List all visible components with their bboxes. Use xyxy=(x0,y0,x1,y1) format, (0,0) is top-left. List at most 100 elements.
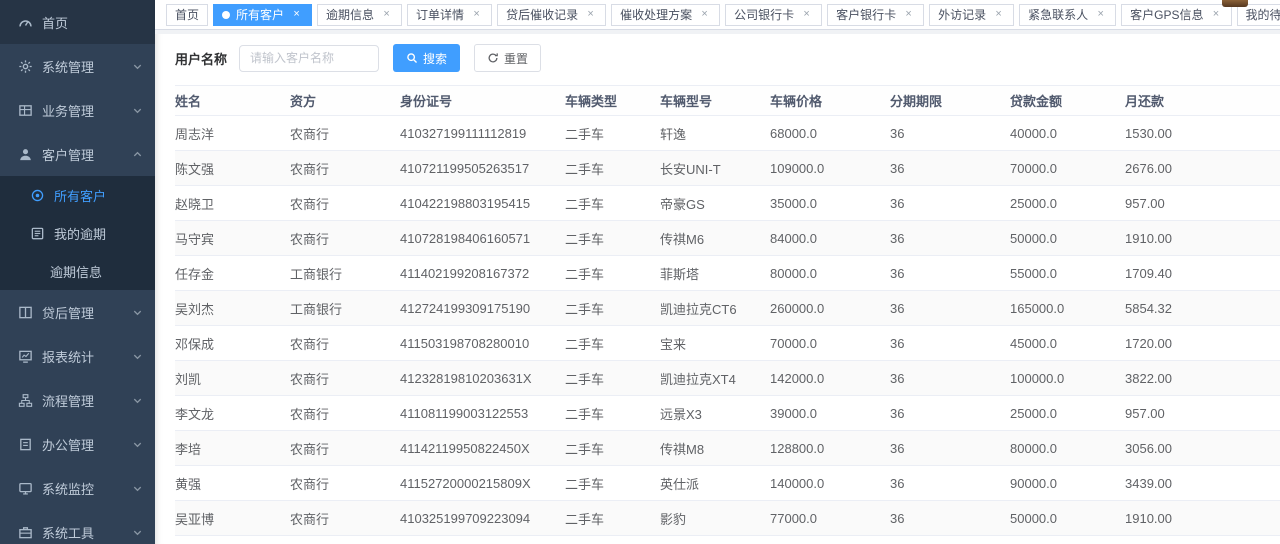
close-icon[interactable]: × xyxy=(587,8,594,20)
table-cell: 刘凯 xyxy=(175,360,290,396)
tab-customer-bank-card[interactable]: 客户银行卡 × xyxy=(827,3,925,26)
close-icon[interactable]: × xyxy=(473,8,480,20)
sidebar-item-customer-mgmt[interactable]: 客户管理 xyxy=(0,132,155,176)
sidebar-item-label: 所有客户 xyxy=(54,188,107,204)
table-cell: 3439.00 xyxy=(1125,465,1245,501)
tab-order-detail[interactable]: 订单详情 × xyxy=(407,3,493,26)
table-cell-actions: 详情 xyxy=(1245,395,1280,431)
close-icon[interactable]: × xyxy=(1097,8,1104,20)
table-cell: 36 xyxy=(890,150,1010,186)
search-input[interactable] xyxy=(239,44,380,72)
close-icon[interactable]: × xyxy=(701,8,708,20)
customer-table: 姓名资方身份证号车辆类型车辆型号车辆价格分期期限贷款金额月还款操作周志洋农商行4… xyxy=(175,85,1280,544)
sidebar-item-home[interactable]: 首页 xyxy=(0,0,155,44)
sidebar-item-process-mgmt[interactable]: 流程管理 xyxy=(0,378,155,422)
table-cell: 410721199505263517 xyxy=(400,150,565,186)
table-cell-actions: 详情 xyxy=(1245,255,1280,291)
close-icon[interactable]: × xyxy=(383,8,390,20)
close-icon[interactable]: × xyxy=(293,8,300,20)
table-cell: 41142119950822450X xyxy=(400,430,565,466)
table-cell: 长安UNI-T xyxy=(660,150,770,186)
table-cell: 1720.00 xyxy=(1125,325,1245,361)
table-cell: 工商银行 xyxy=(290,290,400,326)
table-cell: 工商银行 xyxy=(290,255,400,291)
close-icon[interactable]: × xyxy=(905,8,912,20)
tags-strip xyxy=(155,30,1280,34)
column-header: 车辆价格 xyxy=(770,85,890,116)
column-header: 月还款 xyxy=(1125,85,1245,116)
column-header: 分期期限 xyxy=(890,85,1010,116)
sidebar-item-overdue-info[interactable]: 逾期信息 xyxy=(0,252,155,290)
table-cell: 260000.0 xyxy=(770,290,890,326)
sidebar-item-business-mgmt[interactable]: 业务管理 xyxy=(0,88,155,132)
table-cell: 412724199309175190 xyxy=(400,290,565,326)
table-row: 周志洋 农商行 410327199111112819 二手车 轩逸 68000.0 36 40… xyxy=(175,115,1280,151)
table-cell: 工商银行 xyxy=(290,535,400,544)
sidebar-item-my-overdue[interactable]: 我的逾期 xyxy=(0,214,155,252)
search-label: 用户名称 xyxy=(175,51,228,67)
close-icon[interactable]: × xyxy=(995,8,1002,20)
sidebar-item-label: 系统监控 xyxy=(42,481,95,497)
sidebar-item-system-mgmt[interactable]: 系统管理 xyxy=(0,44,155,88)
table-row: 马守宾 农商行 410728198406160571 二手车 传祺M6 84000.0 36… xyxy=(175,220,1280,256)
column-header: 资方 xyxy=(290,85,400,116)
tab-my-todo[interactable]: 我的待办× xyxy=(1236,3,1280,26)
table-row: 吴亚博 农商行 410325199709223094 二手车 影豹 77000.0 36 50… xyxy=(175,500,1280,536)
sidebar-item-system-tools[interactable]: 系统工具 xyxy=(0,510,155,544)
main-content: 首页 所有客户 × 逾期信息 × 订单详情 × 贷后催收记录 × 催收处理方案 × 公司银行卡 × 客户银… xyxy=(155,0,1280,544)
sidebar-item-loan-mgmt[interactable]: 贷后管理 xyxy=(0,290,155,334)
table-cell: 50000.0 xyxy=(1010,500,1125,536)
office-icon xyxy=(18,437,33,452)
table-cell: 农商行 xyxy=(290,500,400,536)
tab-overdue-info[interactable]: 逾期信息 × xyxy=(317,3,403,26)
search-button[interactable]: 搜索 xyxy=(393,44,461,72)
tab-home[interactable]: 首页 xyxy=(166,3,209,26)
tab-all-customers[interactable]: 所有客户 × xyxy=(213,3,313,26)
table-cell: 35000.0 xyxy=(770,185,890,221)
sidebar-item-system-monitor[interactable]: 系统监控 xyxy=(0,466,155,510)
sidebar-item-office-mgmt[interactable]: 办公管理 xyxy=(0,422,155,466)
chart-icon xyxy=(18,349,33,364)
table-cell: 二手车 xyxy=(565,360,660,396)
table-cell: 70000.0 xyxy=(1010,150,1125,186)
table-cell: 50000.0 xyxy=(1010,220,1125,256)
tab-company-bank-card[interactable]: 公司银行卡 × xyxy=(725,3,823,26)
flow-icon xyxy=(18,393,33,408)
tags-view: 首页 所有客户 × 逾期信息 × 订单详情 × 贷后催收记录 × 催收处理方案 × 公司银行卡 × 客户银… xyxy=(155,0,1280,30)
table-cell-actions: 详情 xyxy=(1245,325,1280,361)
tab-emergency-contacts[interactable]: 紧急联系人 × xyxy=(1019,3,1117,26)
chevron-down-icon xyxy=(132,105,143,116)
close-icon[interactable]: × xyxy=(803,8,810,20)
tab-visit-records[interactable]: 外访记录 × xyxy=(929,3,1015,26)
table-cell-actions: 详情 xyxy=(1245,150,1280,186)
close-icon[interactable]: × xyxy=(1212,8,1220,20)
reset-button[interactable]: 重置 xyxy=(474,44,542,72)
table-cell: 农商行 xyxy=(290,360,400,396)
tab-collection-plan[interactable]: 催收处理方案 × xyxy=(611,3,721,26)
table-row: 赵晓卫 农商行 410422198803195415 二手车 帝豪GS 35000.0 36… xyxy=(175,185,1280,221)
table-cell-actions: 详情 xyxy=(1245,430,1280,466)
customer-table-wrap: 姓名资方身份证号车辆类型车辆型号车辆价格分期期限贷款金额月还款操作周志洋农商行4… xyxy=(175,85,1280,544)
sidebar-item-label: 我的逾期 xyxy=(54,226,107,242)
table-cell: 70000.0 xyxy=(770,325,890,361)
tab-collection-records[interactable]: 贷后催收记录 × xyxy=(497,3,607,26)
table-row: 陈文强 农商行 410721199505263517 二手车 长安UNI-T 109000… xyxy=(175,150,1280,186)
table-cell: 李培 xyxy=(175,430,290,466)
tab-label: 首页 xyxy=(175,8,200,22)
sidebar-item-label: 贷后管理 xyxy=(42,305,95,321)
sidebar-item-all-customers[interactable]: 所有客户 xyxy=(0,176,155,214)
table-cell: 凯迪拉克CT6 xyxy=(660,290,770,326)
table-cell: 80000.0 xyxy=(1010,430,1125,466)
table-cell: 36 xyxy=(890,185,1010,221)
tab-label: 所有客户 xyxy=(236,8,285,22)
sidebar-item-report-stats[interactable]: 报表统计 xyxy=(0,334,155,378)
column-header: 车辆类型 xyxy=(565,85,660,116)
table-header-row: 姓名资方身份证号车辆类型车辆型号车辆价格分期期限贷款金额月还款操作 xyxy=(175,85,1280,116)
table-cell: 36 xyxy=(890,325,1010,361)
sidebar-item-label: 办公管理 xyxy=(42,437,95,453)
circle-icon xyxy=(30,188,45,203)
tab-customer-gps[interactable]: 客户GPS信息 × xyxy=(1121,3,1232,26)
sidebar: 首页 系统管理 业务管理 客户管理所有客户我的逾期逾期信息贷后管理报表统计 流程管理办公… xyxy=(0,0,155,544)
tab-label: 催收处理方案 xyxy=(620,8,693,22)
table-cell: 55000.0 xyxy=(1010,535,1125,544)
